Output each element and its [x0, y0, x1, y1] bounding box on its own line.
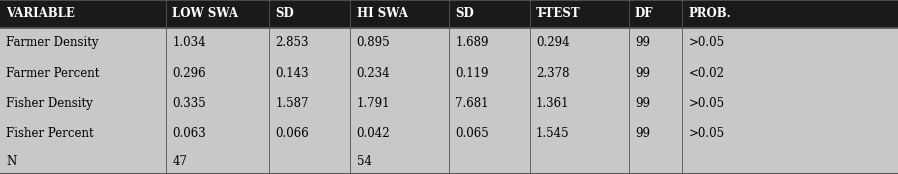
Text: 0.066: 0.066: [276, 127, 310, 140]
Text: 0.042: 0.042: [357, 127, 390, 140]
Text: DF: DF: [635, 7, 654, 20]
Text: SD: SD: [455, 7, 474, 20]
Text: 1.689: 1.689: [455, 36, 489, 49]
Text: 1.545: 1.545: [536, 127, 569, 140]
Text: VARIABLE: VARIABLE: [6, 7, 75, 20]
Bar: [0, 58, 898, 88]
Text: 2.853: 2.853: [276, 36, 309, 49]
Text: HI SWA: HI SWA: [357, 7, 408, 20]
Text: SD: SD: [276, 7, 295, 20]
Text: 54: 54: [357, 155, 372, 168]
Text: 1.034: 1.034: [172, 36, 206, 49]
Text: 7.681: 7.681: [455, 97, 489, 110]
Bar: [0, 88, 898, 118]
Text: 0.294: 0.294: [536, 36, 569, 49]
Text: 1.587: 1.587: [276, 97, 309, 110]
Text: N: N: [6, 155, 16, 168]
Text: 2.378: 2.378: [536, 67, 569, 80]
Text: 0.335: 0.335: [172, 97, 207, 110]
Bar: [0, 118, 898, 148]
Text: PROB.: PROB.: [689, 7, 732, 20]
Bar: [0, 0, 898, 28]
Text: 99: 99: [635, 97, 650, 110]
Text: 0.119: 0.119: [455, 67, 489, 80]
Text: Farmer Density: Farmer Density: [6, 36, 99, 49]
Text: >0.05: >0.05: [689, 127, 725, 140]
Text: T-TEST: T-TEST: [536, 7, 581, 20]
Text: 99: 99: [635, 67, 650, 80]
Text: 0.234: 0.234: [357, 67, 390, 80]
Text: >0.05: >0.05: [689, 97, 725, 110]
Bar: [0, 148, 898, 174]
Text: >0.05: >0.05: [689, 36, 725, 49]
Text: Fisher Percent: Fisher Percent: [6, 127, 94, 140]
Text: 0.895: 0.895: [357, 36, 390, 49]
Text: 99: 99: [635, 36, 650, 49]
Text: Farmer Percent: Farmer Percent: [6, 67, 100, 80]
Text: 0.143: 0.143: [276, 67, 309, 80]
Text: 1.361: 1.361: [536, 97, 569, 110]
Text: <0.02: <0.02: [689, 67, 725, 80]
Text: 1.791: 1.791: [357, 97, 390, 110]
Text: 99: 99: [635, 127, 650, 140]
Text: Fisher Density: Fisher Density: [6, 97, 93, 110]
Text: 47: 47: [172, 155, 188, 168]
Bar: [0, 28, 898, 58]
Text: LOW SWA: LOW SWA: [172, 7, 238, 20]
Text: 0.065: 0.065: [455, 127, 489, 140]
Text: 0.063: 0.063: [172, 127, 207, 140]
Text: 0.296: 0.296: [172, 67, 206, 80]
